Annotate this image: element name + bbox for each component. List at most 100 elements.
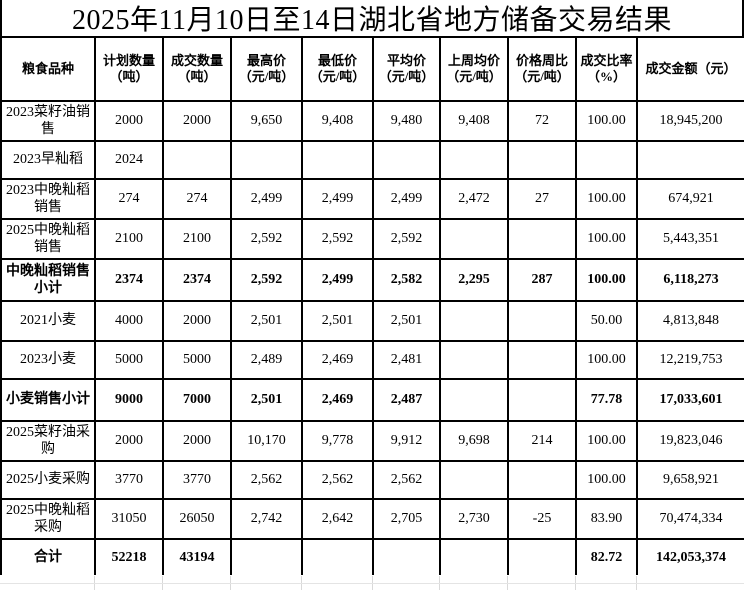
table-row: 2023小麦 5000 5000 2,489 2,469 2,481 100.00 12,21…: [0, 340, 744, 380]
row-label-cell: 中晚籼稻销售小计: [0, 258, 96, 302]
row-label-cell: 小麦销售小计: [0, 378, 96, 422]
value-cell: 18,945,200: [636, 100, 744, 142]
value-cell: 31050: [94, 498, 164, 540]
column-header: 上周均价 （元/吨）: [439, 36, 509, 102]
value-cell: 2,592: [301, 218, 374, 260]
value-cell: 83.90: [575, 498, 638, 540]
value-cell: 100.00: [575, 100, 638, 142]
value-cell: 2,592: [372, 218, 441, 260]
value-cell: 4,813,848: [636, 300, 744, 342]
table-row: 2023中晚籼稻销售 274 274 2,499 2,499 2,499 2,472 27 10…: [0, 178, 744, 220]
value-cell: [439, 378, 509, 422]
value-cell: [372, 538, 441, 577]
row-label-cell: 2023中晚籼稻销售: [0, 178, 96, 220]
value-cell: 2,481: [372, 340, 441, 380]
value-cell: [301, 538, 374, 577]
value-cell: [439, 140, 509, 180]
value-cell: [507, 460, 577, 500]
value-cell: 72: [507, 100, 577, 142]
value-cell: 50.00: [575, 300, 638, 342]
value-cell: 9,408: [301, 100, 374, 142]
table-header: 粮食品种 计划数量 （吨） 成交数量 （吨） 最高价 （元/吨） 最低价 （元/吨） 平均…: [0, 36, 744, 102]
value-cell: 17,033,601: [636, 378, 744, 422]
header-row: 粮食品种 计划数量 （吨） 成交数量 （吨） 最高价 （元/吨） 最低价 （元/吨） 平均…: [0, 36, 744, 102]
row-label-cell: 2023早籼稻: [0, 140, 96, 180]
value-cell: 43194: [162, 538, 232, 577]
value-cell: 274: [94, 178, 164, 220]
value-cell: 2,562: [301, 460, 374, 500]
value-cell: [439, 538, 509, 577]
value-cell: 2,501: [230, 300, 303, 342]
value-cell: 2000: [162, 300, 232, 342]
value-cell: [507, 538, 577, 577]
value-cell: [575, 140, 638, 180]
value-cell: 9,650: [230, 100, 303, 142]
value-cell: 2,730: [439, 498, 509, 540]
value-cell: 2,487: [372, 378, 441, 422]
value-cell: 19,823,046: [636, 420, 744, 462]
value-cell: [636, 140, 744, 180]
value-cell: 2000: [94, 420, 164, 462]
value-cell: 2,489: [230, 340, 303, 380]
gridline-horizontal: [0, 583, 744, 584]
row-label-cell: 合计: [0, 538, 96, 577]
value-cell: 2,501: [230, 378, 303, 422]
column-header: 成交数量 （吨）: [162, 36, 232, 102]
row-label-cell: 2025中晚籼稻销售: [0, 218, 96, 260]
value-cell: 274: [162, 178, 232, 220]
column-header: 成交比率 （%）: [575, 36, 638, 102]
value-cell: 2,582: [372, 258, 441, 302]
column-header: 最高价 （元/吨）: [230, 36, 303, 102]
value-cell: 287: [507, 258, 577, 302]
value-cell: 9,480: [372, 100, 441, 142]
value-cell: [439, 460, 509, 500]
value-cell: 2374: [162, 258, 232, 302]
table-row: 2025中晚籼稻采购 31050 26050 2,742 2,642 2,705 2,730…: [0, 498, 744, 540]
value-cell: 2,705: [372, 498, 441, 540]
value-cell: [439, 300, 509, 342]
value-cell: 5000: [162, 340, 232, 380]
value-cell: [230, 140, 303, 180]
value-cell: 4000: [94, 300, 164, 342]
value-cell: [372, 140, 441, 180]
value-cell: 2,642: [301, 498, 374, 540]
value-cell: 2,499: [301, 258, 374, 302]
value-cell: 12,219,753: [636, 340, 744, 380]
value-cell: 9,408: [439, 100, 509, 142]
value-cell: 2000: [94, 100, 164, 142]
value-cell: 3770: [162, 460, 232, 500]
value-cell: 674,921: [636, 178, 744, 220]
value-cell: 9,698: [439, 420, 509, 462]
table-row: 2023菜籽油销售 2000 2000 9,650 9,408 9,480 9,408 72 1…: [0, 100, 744, 142]
value-cell: 7000: [162, 378, 232, 422]
column-header: 最低价 （元/吨）: [301, 36, 374, 102]
value-cell: 100.00: [575, 420, 638, 462]
value-cell: 9,658,921: [636, 460, 744, 500]
value-cell: 5000: [94, 340, 164, 380]
value-cell: 2100: [162, 218, 232, 260]
value-cell: 100.00: [575, 460, 638, 500]
value-cell: 2,562: [230, 460, 303, 500]
row-label-cell: 2021小麦: [0, 300, 96, 342]
value-cell: 2,742: [230, 498, 303, 540]
value-cell: 2374: [94, 258, 164, 302]
value-cell: 27: [507, 178, 577, 220]
column-header: 平均价 （元/吨）: [372, 36, 441, 102]
value-cell: [507, 218, 577, 260]
value-cell: 5,443,351: [636, 218, 744, 260]
table-row: 2025菜籽油采购 2000 2000 10,170 9,778 9,912 9,698 21…: [0, 420, 744, 462]
value-cell: 2,592: [230, 218, 303, 260]
table-row: 2023早籼稻 2024: [0, 140, 744, 180]
value-cell: 77.78: [575, 378, 638, 422]
column-header: 计划数量 （吨）: [94, 36, 164, 102]
value-cell: 82.72: [575, 538, 638, 577]
row-label-cell: 2025小麦采购: [0, 460, 96, 500]
value-cell: [439, 340, 509, 380]
summary-row: 小麦销售小计 9000 7000 2,501 2,469 2,487 77.78 17,033…: [0, 378, 744, 422]
value-cell: 2,472: [439, 178, 509, 220]
value-cell: 214: [507, 420, 577, 462]
value-cell: 9,912: [372, 420, 441, 462]
value-cell: 2,295: [439, 258, 509, 302]
value-cell: 9,778: [301, 420, 374, 462]
